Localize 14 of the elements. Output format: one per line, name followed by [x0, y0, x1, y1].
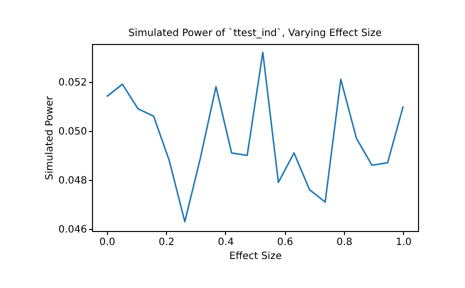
x-tick-label: 0.2 [158, 237, 175, 248]
line-series [106, 52, 404, 222]
x-tick-label: 1.0 [396, 237, 412, 248]
x-axis-title: Effect Size [229, 251, 282, 262]
y-tick-label: 0.046 [58, 224, 87, 236]
y-tick-label: 0.048 [58, 175, 87, 186]
x-tick-label: 0.6 [277, 237, 294, 248]
y-tick-label: 0.050 [58, 126, 87, 138]
x-tick-label: 0.4 [218, 237, 234, 248]
x-tick-label: 0.8 [336, 237, 352, 248]
x-tick-label: 0.0 [99, 237, 116, 248]
chart-title: Simulated Power of `ttest_ind`, Varying Effect Size [128, 28, 382, 39]
y-tick-label: 0.052 [58, 77, 87, 88]
y-axis-title: Simulated Power [44, 95, 56, 180]
